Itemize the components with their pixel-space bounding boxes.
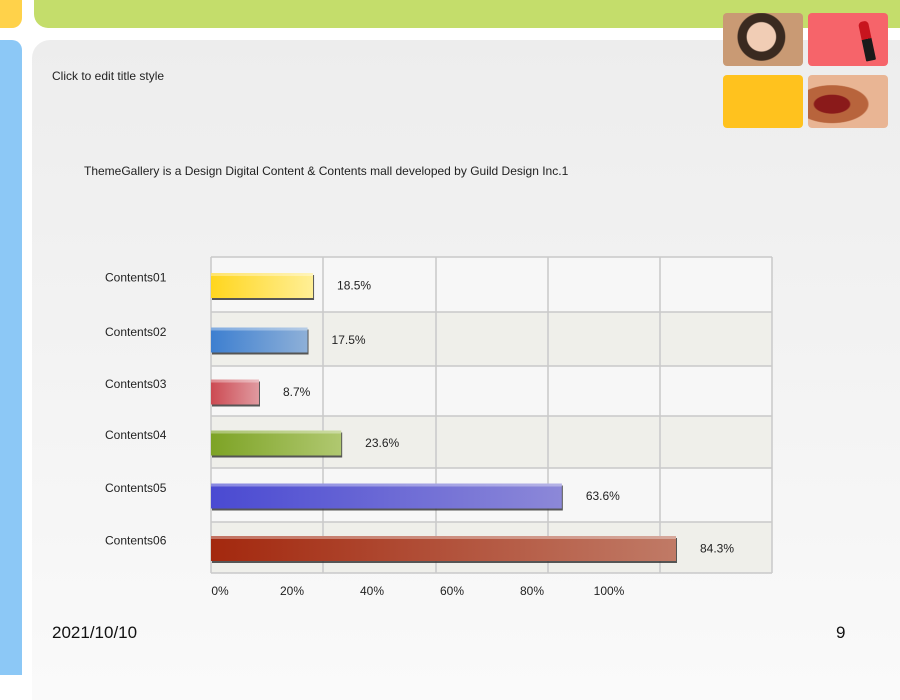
page-number: 9 (836, 623, 846, 642)
lipstick-photo (808, 13, 888, 66)
plot-row-band (211, 366, 772, 416)
category-label: Contents02 (105, 325, 167, 339)
lips-photo (808, 75, 888, 128)
value-label: 8.7% (283, 385, 311, 399)
x-tick-label: 40% (360, 584, 384, 598)
slide-subtitle[interactable]: ThemeGallery is a Design Digital Content… (84, 164, 569, 178)
bar-contents03 (211, 379, 259, 405)
bar-chart: Contents01 18.5% Contents02 17.5% Contents03… (105, 256, 773, 598)
x-tick-label: 20% (280, 584, 304, 598)
bar-contents05 (211, 483, 562, 509)
footer-date: 2021/10/10 (52, 623, 138, 642)
x-tick-label: 60% (440, 584, 464, 598)
value-label: 84.3% (700, 542, 734, 556)
category-label: Contents04 (105, 428, 167, 442)
x-tick-label: 80% (520, 584, 544, 598)
bar-highlight (211, 273, 314, 276)
value-label: 63.6% (586, 489, 620, 503)
woman-face-photo (723, 13, 803, 66)
bar-contents01 (211, 273, 314, 298)
yellow-tile (723, 75, 803, 128)
bar-highlight (211, 379, 259, 383)
bar-highlight (211, 430, 342, 434)
slide-title[interactable]: Click to edit title style (52, 69, 165, 83)
bar-highlight (211, 483, 562, 487)
x-tick-label: 0% (211, 584, 229, 598)
category-label: Contents06 (105, 534, 167, 548)
bar-contents06 (211, 536, 676, 561)
category-label: Contents01 (105, 271, 167, 285)
category-label: Contents05 (105, 481, 167, 495)
bar-highlight (211, 536, 676, 539)
x-tick-label: 100% (594, 584, 625, 598)
corner-tab (0, 0, 22, 28)
left-decor-bar (0, 40, 22, 675)
category-label: Contents03 (105, 377, 167, 391)
value-label: 23.6% (365, 436, 399, 450)
value-label: 18.5% (337, 279, 371, 293)
bar-highlight (211, 327, 308, 331)
value-label: 17.5% (332, 333, 366, 347)
bar-contents02 (211, 327, 308, 353)
bar-contents04 (211, 430, 342, 456)
